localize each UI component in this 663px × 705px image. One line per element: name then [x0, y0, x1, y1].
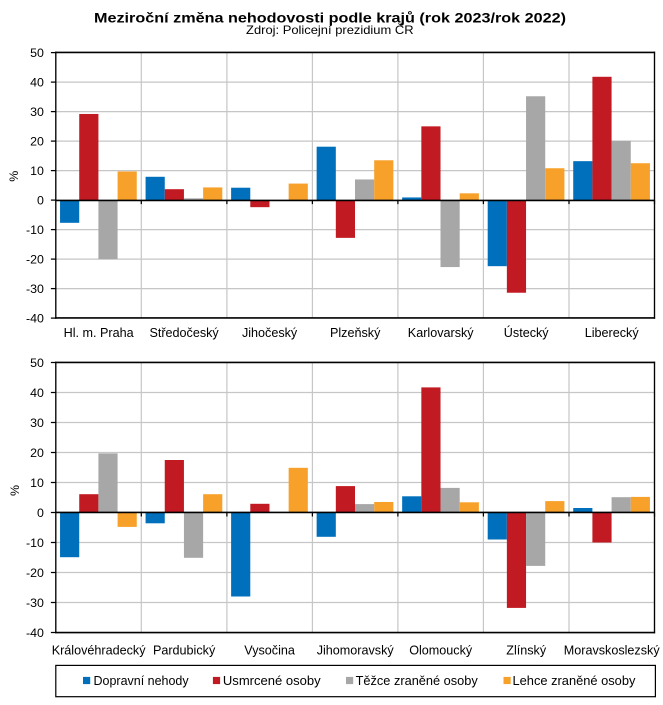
- svg-text:Ústecký: Ústecký: [504, 325, 549, 340]
- svg-text:20: 20: [30, 135, 44, 149]
- svg-text:Meziroční změna nehodovosti po: Meziroční změna nehodovosti podle krajů …: [94, 10, 566, 25]
- svg-text:%: %: [8, 485, 22, 496]
- svg-text:40: 40: [30, 76, 44, 90]
- svg-text:Vysočina: Vysočina: [244, 643, 295, 657]
- svg-text:Olomoucký: Olomoucký: [409, 643, 473, 657]
- svg-text:-40: -40: [26, 312, 44, 326]
- svg-text:Zlínský: Zlínský: [506, 643, 547, 657]
- svg-text:Plzeňský: Plzeňský: [330, 326, 381, 340]
- svg-text:-30: -30: [26, 596, 44, 610]
- svg-text:Karlovarský: Karlovarský: [408, 326, 474, 340]
- svg-text:50: 50: [30, 46, 44, 60]
- svg-text:Zdroj: Policejní prezidium ČR: Zdroj: Policejní prezidium ČR: [246, 24, 414, 37]
- svg-text:%: %: [7, 171, 21, 182]
- svg-text:-20: -20: [26, 253, 44, 267]
- svg-text:30: 30: [30, 416, 44, 430]
- svg-text:Královéhradecký: Královéhradecký: [52, 643, 147, 657]
- svg-text:0: 0: [37, 506, 44, 520]
- svg-text:-10: -10: [26, 536, 44, 550]
- svg-text:40: 40: [30, 386, 44, 400]
- svg-text:20: 20: [30, 446, 44, 460]
- svg-text:Hl. m. Praha: Hl. m. Praha: [64, 326, 134, 340]
- svg-text:-40: -40: [26, 626, 44, 640]
- svg-text:Dopravní nehody: Dopravní nehody: [94, 673, 190, 688]
- svg-text:10: 10: [30, 164, 44, 178]
- svg-text:Pardubický: Pardubický: [153, 643, 216, 657]
- svg-text:-10: -10: [26, 223, 44, 237]
- svg-text:Středočeský: Středočeský: [149, 326, 219, 340]
- svg-text:-30: -30: [26, 282, 44, 296]
- svg-text:Usmrcené osoby: Usmrcené osoby: [223, 673, 321, 688]
- svg-text:Jihočeský: Jihočeský: [242, 326, 298, 340]
- svg-text:Těžce zraněné osoby: Těžce zraněné osoby: [356, 673, 479, 688]
- svg-text:-20: -20: [26, 566, 44, 580]
- svg-text:0: 0: [37, 194, 44, 208]
- svg-text:Liberecký: Liberecký: [585, 326, 640, 340]
- svg-text:10: 10: [30, 476, 44, 490]
- svg-text:Lehce zraněné osoby: Lehce zraněné osoby: [513, 673, 636, 688]
- svg-text:Moravskoslezský: Moravskoslezský: [564, 643, 661, 657]
- svg-text:Jihomoravský: Jihomoravský: [317, 643, 395, 657]
- svg-text:30: 30: [30, 105, 44, 119]
- svg-text:50: 50: [30, 356, 44, 370]
